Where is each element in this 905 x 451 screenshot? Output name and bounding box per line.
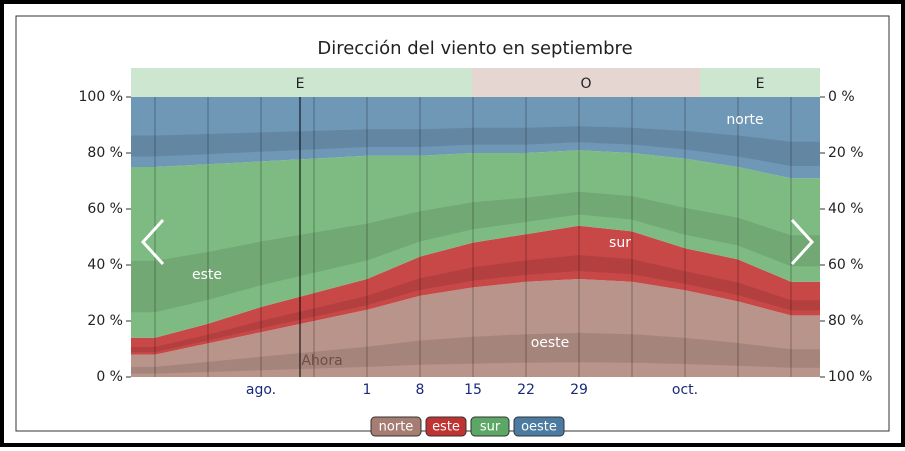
x-tick-label: 22: [517, 382, 535, 398]
y2-tick-label: 0 %: [828, 89, 855, 105]
x-tick-label: 15: [464, 382, 482, 398]
x-tick-label: 29: [570, 382, 588, 398]
chart-title: Dirección del viento en septiembre: [317, 38, 632, 59]
now-label: Ahora: [301, 353, 342, 369]
legend-label: este: [432, 420, 460, 435]
legend-swatch: [470, 416, 510, 437]
series-label: este: [192, 267, 222, 283]
y-tick-label: 20 %: [87, 313, 123, 329]
y2-tick-label: 20 %: [828, 145, 864, 161]
y2-tick-label: 80 %: [828, 313, 864, 329]
series-label: sur: [609, 235, 631, 251]
series-label: norte: [726, 112, 763, 128]
legend-label: sur: [480, 420, 501, 435]
area: [131, 225, 820, 355]
area: [131, 150, 820, 338]
y-tick-label: 80 %: [87, 145, 123, 161]
area-shade: [131, 332, 820, 374]
legend-label: oeste: [521, 420, 557, 435]
legend-label: norte: [379, 420, 414, 435]
area: [131, 279, 820, 377]
prev-arrow[interactable]: [140, 218, 165, 266]
legend-swatch: [425, 416, 467, 437]
x-tick-label: 1: [363, 382, 372, 398]
band-label: E: [756, 76, 765, 92]
series-label: oeste: [531, 335, 570, 351]
y-tick-label: 40 %: [87, 257, 123, 273]
band-label: E: [296, 76, 305, 92]
band: [700, 68, 820, 97]
band-label: O: [580, 76, 591, 92]
y-tick-label: 100 %: [79, 89, 123, 105]
legend-swatch: [513, 416, 565, 437]
area-shade: [131, 126, 820, 166]
x-tick-label: ago.: [246, 382, 276, 398]
x-tick-label: oct.: [672, 382, 698, 398]
band: [472, 68, 700, 97]
y2-tick-label: 100 %: [828, 369, 872, 385]
y2-tick-label: 40 %: [828, 201, 864, 217]
y2-tick-label: 60 %: [828, 257, 864, 273]
next-arrow[interactable]: [790, 218, 815, 266]
legend-swatch: [370, 416, 422, 437]
x-tick-label: 8: [416, 382, 425, 398]
band: [131, 68, 472, 97]
area-shade: [131, 191, 820, 313]
area-shade: [131, 255, 820, 353]
y-tick-label: 0 %: [96, 369, 123, 385]
area: [131, 97, 820, 179]
y-tick-label: 60 %: [87, 201, 123, 217]
